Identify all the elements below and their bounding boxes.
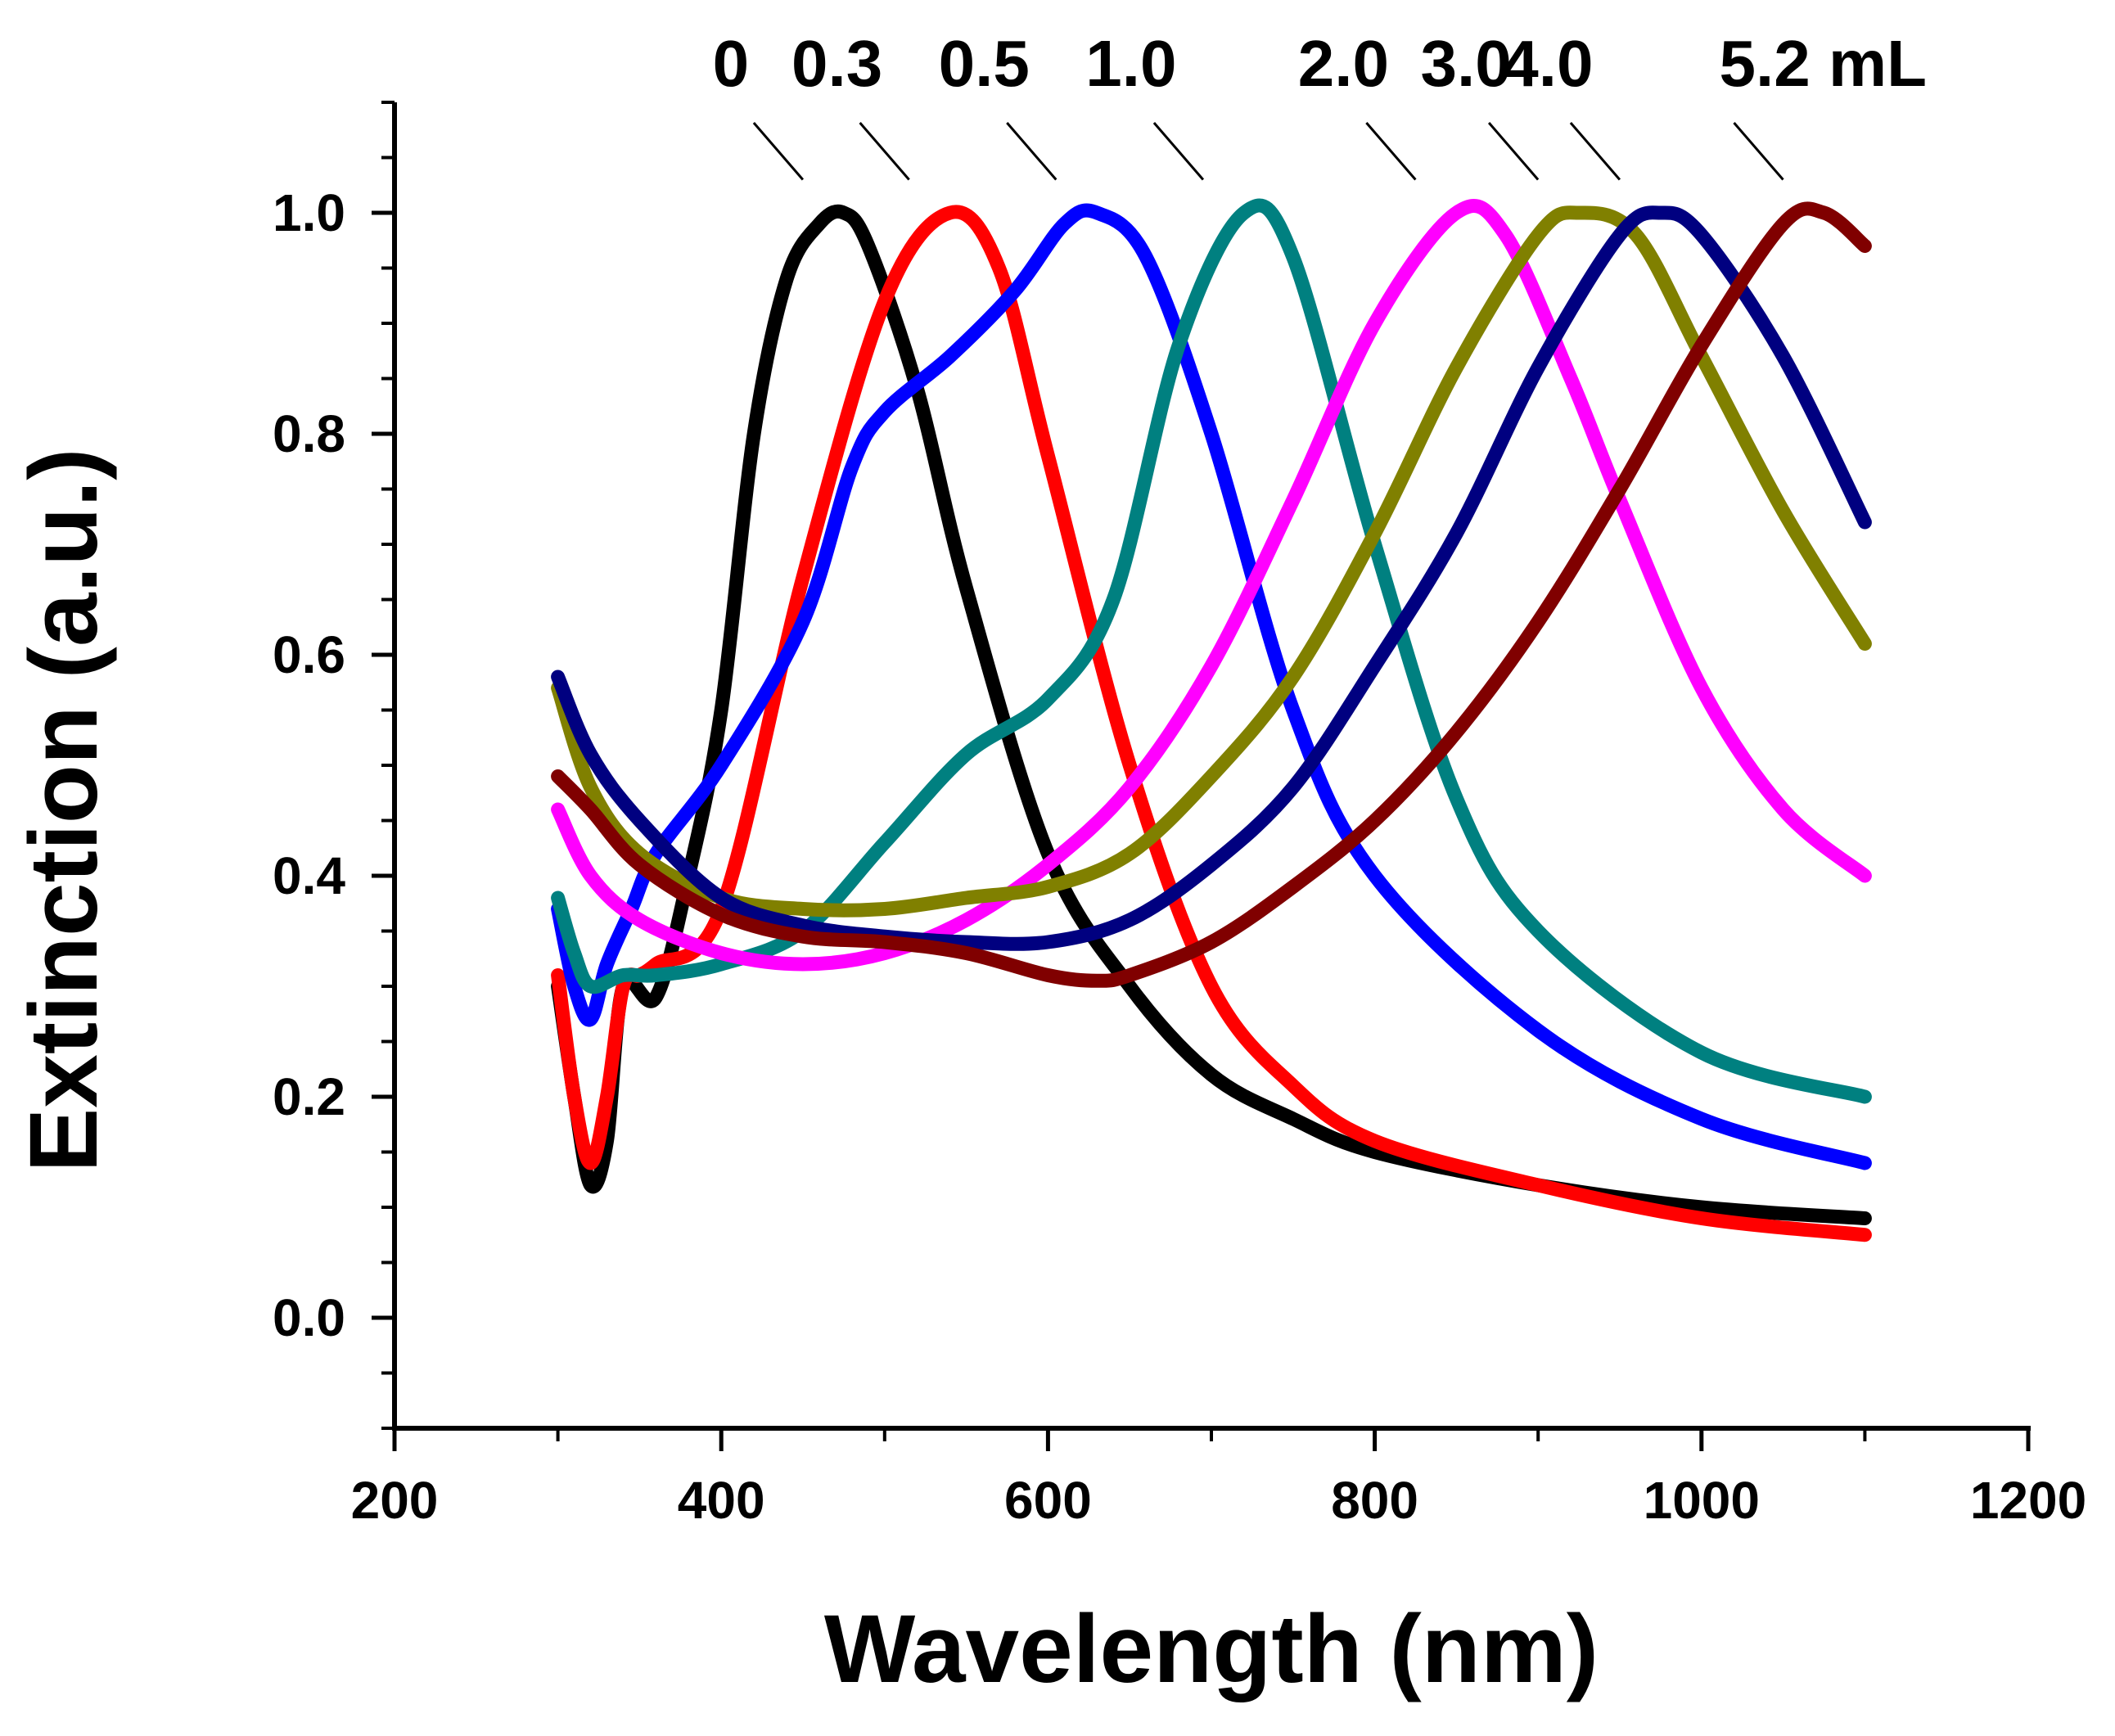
plot-area (551, 198, 1872, 1242)
x-tick-label: 1200 (1970, 1471, 2086, 1530)
peak-label: 1.0 (1085, 27, 1176, 100)
x-tick-label: 200 (351, 1471, 439, 1530)
peak-leader-line (859, 122, 910, 181)
x-tick-label: 400 (678, 1471, 765, 1530)
y-tick-label: 0.4 (273, 846, 345, 905)
peak-label: 4.0 (1502, 27, 1593, 100)
peak-label: 3.0 (1420, 27, 1511, 100)
peak-leader-line (1569, 122, 1621, 181)
series-line-1-0-ml (551, 198, 1872, 1104)
series-line-2-0-ml (551, 199, 1872, 972)
peak-leader-line (1006, 122, 1058, 181)
peak-label: 0.3 (791, 27, 882, 100)
series-line-0-5-ml (551, 203, 1872, 1170)
peak-leader-line (752, 122, 805, 181)
y-tick-label: 0.8 (273, 404, 345, 463)
peak-label: 0.5 (939, 27, 1030, 100)
y-tick-label: 1.0 (273, 183, 345, 242)
y-tick-label: 0.6 (273, 625, 345, 684)
series-line-5-2-ml (551, 201, 1872, 988)
series-line-0-3-ml (551, 205, 1872, 1242)
peak-label: 2.0 (1298, 27, 1389, 100)
peak-leader-line (1152, 122, 1205, 181)
peak-label: 0 (713, 27, 750, 100)
y-tick-label: 0.0 (273, 1288, 345, 1347)
x-tick-label: 800 (1331, 1471, 1418, 1530)
peak-annotations: 0 0.3 0.5 1.0 2.0 3.04.0 5.2 mL (713, 27, 1927, 181)
x-tick-label: 1000 (1644, 1471, 1760, 1530)
peak-leader-line (1365, 122, 1417, 181)
axis-ticks: 200 400 600 800 1000 1200 0.0 0.2 0.4 0.6 0.8 1.0 (273, 101, 2086, 1530)
peak-leader-line (1487, 122, 1540, 181)
x-tick-label: 600 (1004, 1471, 1092, 1530)
series-line-4-0-ml (551, 205, 1872, 951)
peak-label: 5.2 mL (1720, 27, 1927, 100)
y-tick-label: 0.2 (273, 1067, 345, 1126)
peak-leader-line (1733, 122, 1784, 181)
x-axis-title: Wavelength (nm) (824, 1595, 1599, 1703)
y-axis-title: Extinction (a.u.) (10, 449, 118, 1173)
